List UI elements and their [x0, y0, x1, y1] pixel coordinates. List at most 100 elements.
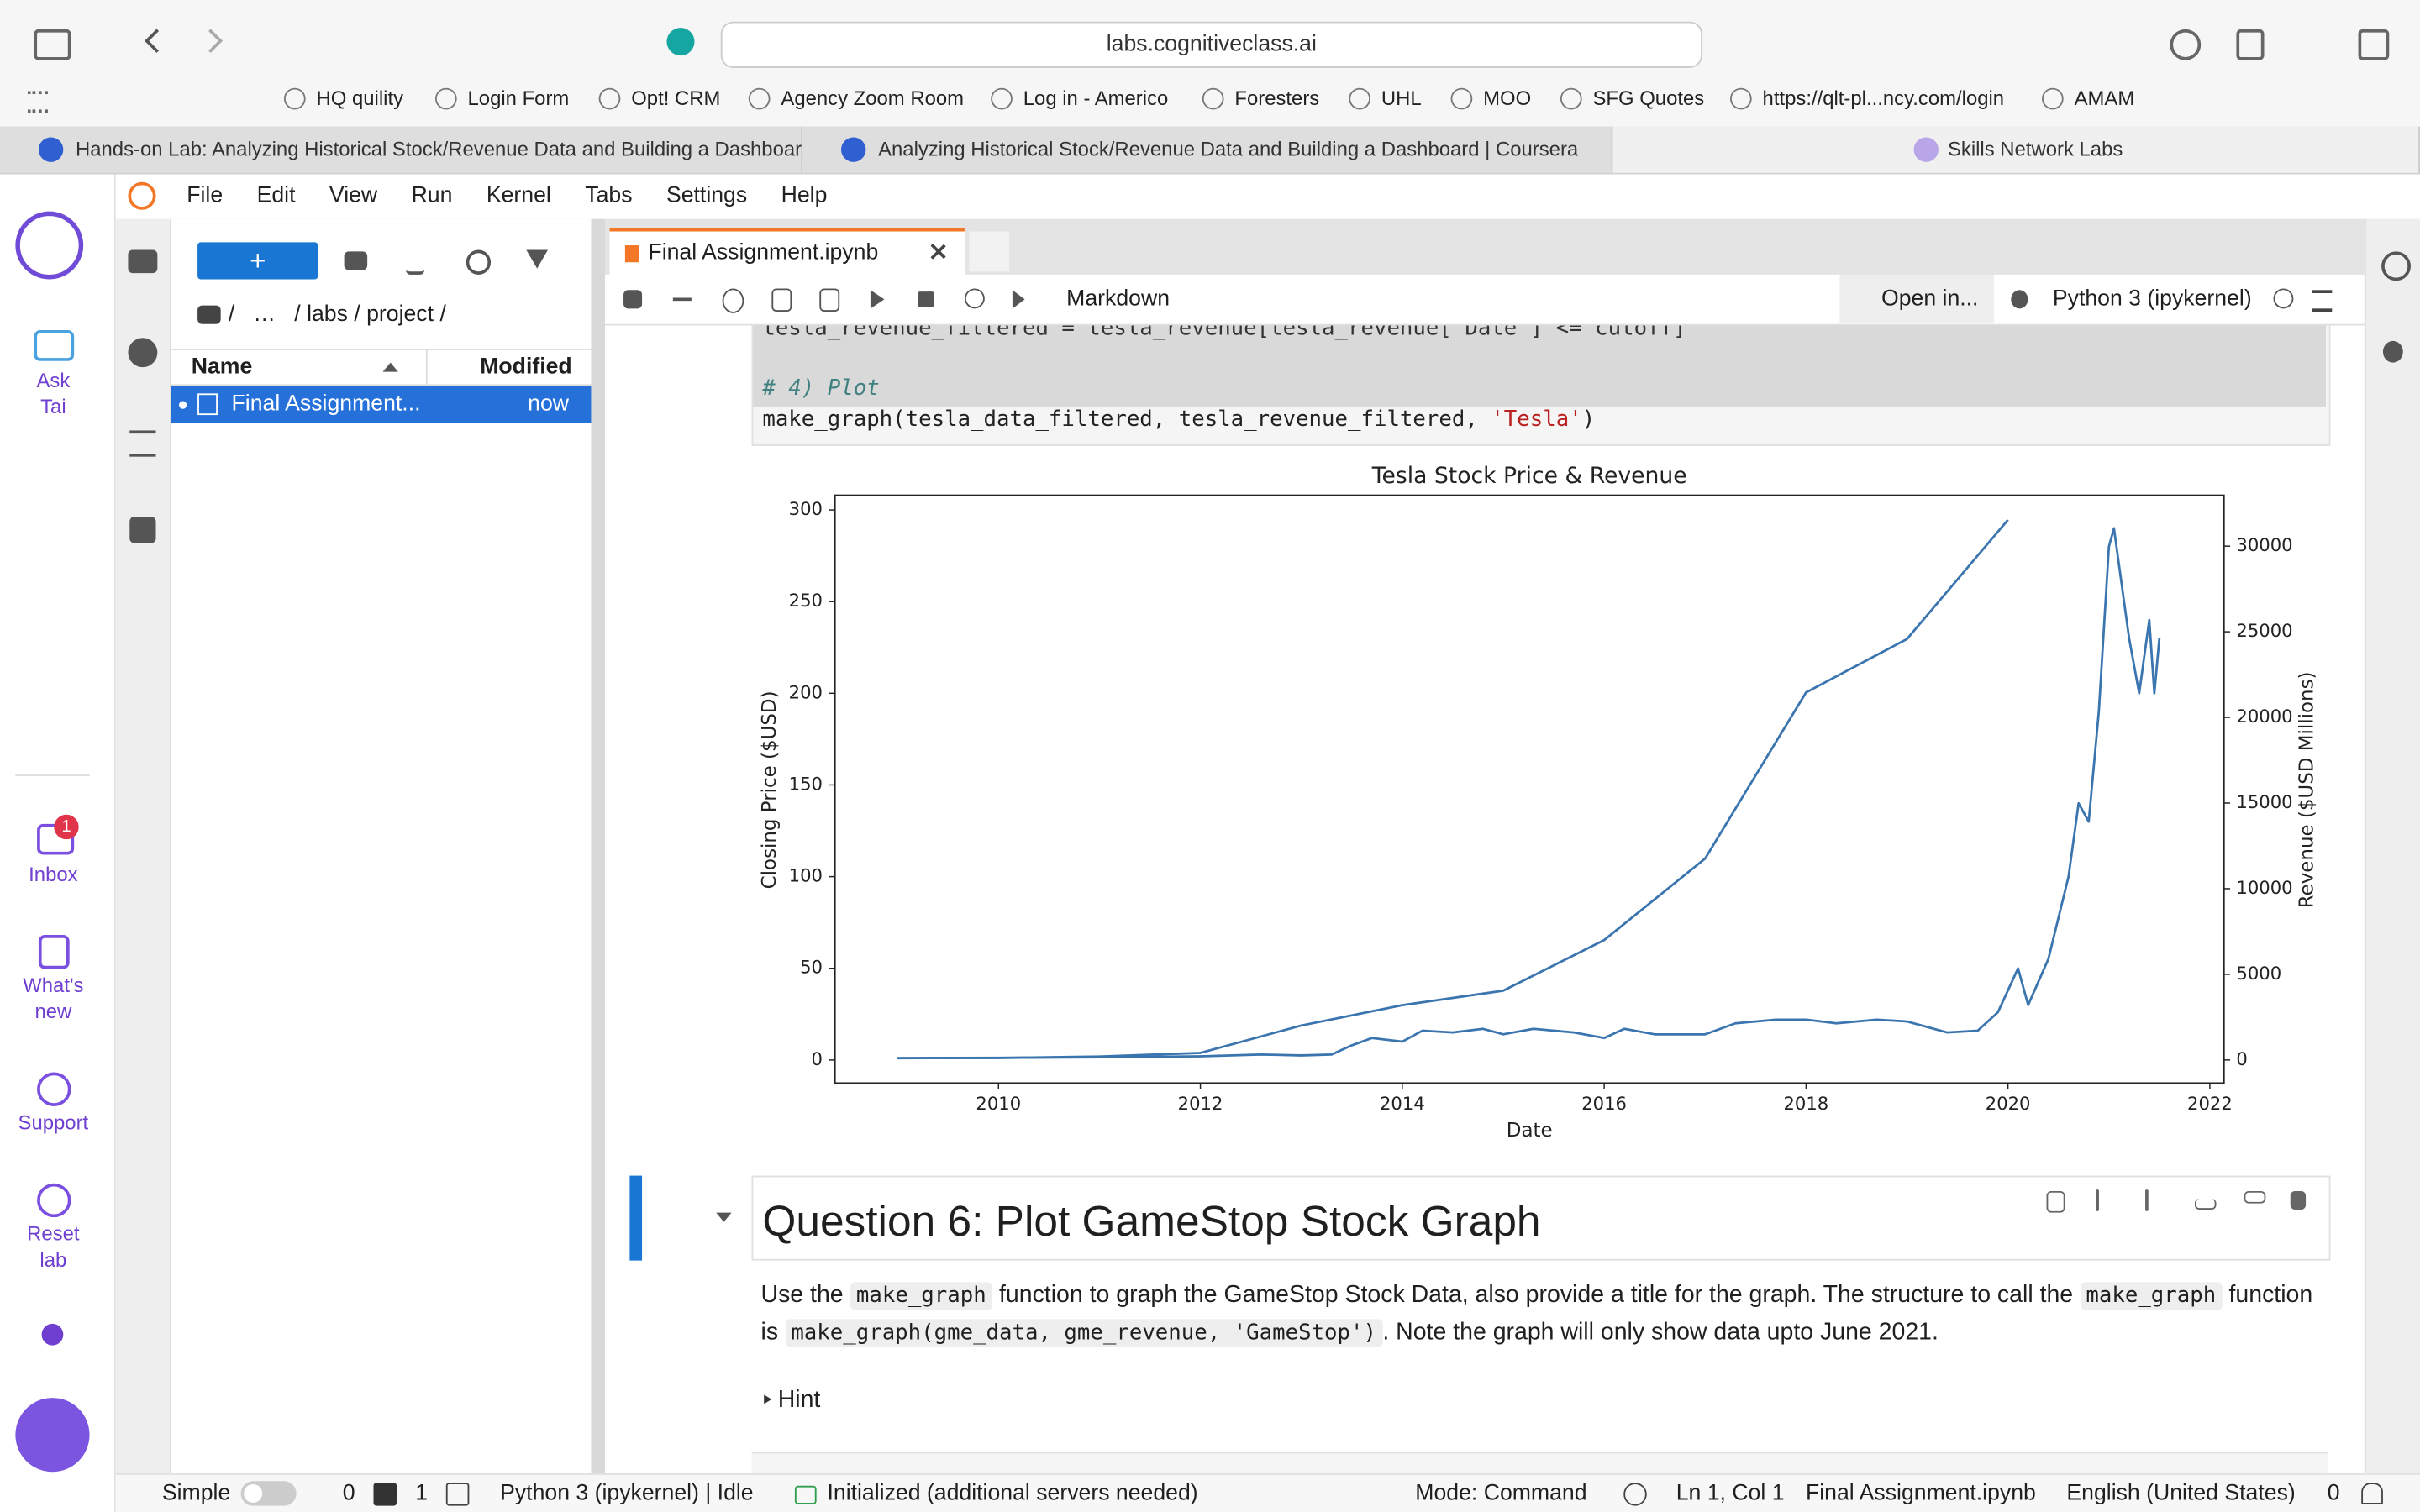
bookmark[interactable]: https://qlt-pl...ncy.com/login [1762, 86, 2005, 110]
grammarly-icon[interactable] [666, 28, 695, 56]
interrupt-button[interactable] [918, 291, 934, 307]
apps-grid[interactable] [28, 91, 48, 113]
bookmark-icon [1729, 87, 1752, 110]
filter-button[interactable] [526, 249, 549, 269]
bookmark[interactable]: HQ quility [316, 86, 404, 110]
lsp-status[interactable]: Initialized (additional servers needed) [827, 1481, 1198, 1506]
terminal-count[interactable]: 0 [342, 1481, 355, 1506]
insert-below[interactable] [2244, 1190, 2266, 1204]
running-tab[interactable] [128, 338, 158, 368]
x-tick-label: 2010 [976, 1093, 1021, 1114]
bookmark[interactable]: Agency Zoom Room [781, 86, 965, 110]
kernel-status[interactable]: Python 3 (ipykernel) | Idle [500, 1481, 754, 1506]
notification-bell[interactable] [2361, 1483, 2383, 1504]
share-button[interactable] [2236, 29, 2265, 60]
x-tick-label: 2014 [1380, 1093, 1425, 1114]
reset-icon[interactable] [37, 1183, 71, 1218]
hint-summary[interactable]: Hint [777, 1387, 821, 1414]
paste-button[interactable] [819, 288, 840, 312]
modified-header[interactable]: Modified [480, 354, 572, 380]
support-label[interactable]: Support [18, 1110, 89, 1135]
restart-run-all-button[interactable] [1012, 290, 1025, 309]
cut-button[interactable] [722, 288, 744, 313]
open-in-button[interactable]: Open in... [1839, 274, 1995, 323]
tab-title: Analyzing Historical Stock/Revenue Data … [878, 137, 1579, 161]
bookmark[interactable]: Login Form [467, 86, 570, 110]
insert-above[interactable] [2194, 1199, 2217, 1210]
url: labs.cognitiveclass.ai [1106, 32, 1317, 57]
sidebar-toggle[interactable] [34, 29, 71, 60]
whats-new-label[interactable]: What's new [23, 973, 84, 1023]
name-header[interactable]: Name [191, 354, 253, 380]
move-down[interactable] [2145, 1189, 2149, 1211]
toc-tab[interactable] [129, 430, 156, 457]
whats-new-icon[interactable] [38, 935, 70, 969]
debugger-tab[interactable] [2382, 340, 2403, 363]
insert-button[interactable] [672, 297, 692, 302]
bookmark[interactable]: Log in - Americo [1023, 86, 1169, 110]
settings-tab[interactable] [2381, 251, 2411, 281]
tabs-overview-button[interactable] [2358, 29, 2390, 60]
extensions-tab[interactable] [129, 517, 156, 543]
bookmark[interactable]: MOO [1483, 86, 1532, 110]
kernel-name[interactable]: Python 3 (ipykernel) [2052, 286, 2252, 312]
support-icon[interactable] [37, 1072, 71, 1106]
bookmark[interactable]: AMAM [2074, 86, 2135, 110]
notification-count[interactable]: 0 [2327, 1481, 2340, 1506]
browser-tab[interactable]: Hands-on Lab: Analyzing Historical Stock… [0, 126, 818, 173]
bookmark[interactable]: SFG Quotes [1592, 86, 1705, 110]
bookmark[interactable]: Opt! CRM [631, 86, 721, 110]
files-tab[interactable] [128, 249, 158, 274]
copy-button[interactable] [771, 288, 792, 312]
theme-toggle[interactable] [41, 1323, 64, 1346]
delete-cell[interactable] [2290, 1190, 2307, 1210]
collapse-heading[interactable] [716, 1212, 732, 1222]
cell-type-select[interactable]: Markdown [1066, 286, 1171, 312]
menu-item[interactable]: Tabs [585, 183, 633, 208]
address-bar[interactable]: labs.cognitiveclass.ai [720, 21, 1702, 68]
menu-item[interactable]: Settings [666, 183, 748, 208]
simple-mode-toggle[interactable] [240, 1481, 297, 1506]
new-tab-button[interactable] [969, 231, 1010, 272]
breadcrumbs[interactable]: / … / labs / project / [228, 302, 446, 328]
bookmark[interactable]: Foresters [1234, 86, 1320, 110]
browser-tab[interactable]: Analyzing Historical Stock/Revenue Data … [802, 126, 1613, 173]
move-up[interactable] [2096, 1189, 2099, 1211]
menu-item[interactable]: Kernel [486, 183, 551, 208]
bookmark[interactable]: UHL [1381, 86, 1422, 110]
notebook-tab[interactable]: Final Assignment.ipynb [609, 228, 965, 275]
browser-tab[interactable]: Skills Network Labs [1612, 126, 2420, 173]
menu-item[interactable]: Run [411, 183, 453, 208]
language[interactable]: English (United States) [2066, 1481, 2296, 1506]
menu-item[interactable]: Edit [256, 183, 296, 208]
user-avatar[interactable] [15, 1398, 90, 1473]
y2-tick-label: 0 [2236, 1048, 2247, 1069]
menu-item[interactable]: Help [781, 183, 828, 208]
property-inspector[interactable] [2312, 290, 2333, 312]
debugger-button[interactable] [2011, 290, 2028, 309]
trust-icon[interactable] [1623, 1483, 1647, 1506]
downloads-button[interactable] [2170, 29, 2202, 60]
restart-button[interactable] [964, 288, 985, 309]
ask-label[interactable]: Ask Tai [36, 368, 71, 418]
menu-item[interactable]: File [187, 183, 224, 208]
save-button[interactable] [623, 290, 643, 309]
new-folder-button[interactable] [344, 251, 368, 270]
new-launcher-button[interactable]: + [197, 242, 318, 280]
cursor-position[interactable]: Ln 1, Col 1 [1676, 1481, 1785, 1506]
duplicate-cell[interactable] [2046, 1190, 2065, 1213]
app-logo[interactable] [15, 211, 84, 280]
bookmark-icon [598, 87, 621, 110]
upload-button[interactable] [406, 250, 425, 275]
kernel-count[interactable]: 1 [415, 1481, 428, 1506]
file-row[interactable]: Final Assignment... now [171, 386, 592, 423]
menu-item[interactable]: View [329, 183, 378, 208]
tab-icon [624, 245, 639, 263]
ask-icon[interactable] [34, 330, 75, 361]
y-tick-label: 100 [789, 865, 823, 886]
run-button[interactable] [870, 290, 885, 309]
reset-label[interactable]: Reset lab [27, 1221, 80, 1272]
inbox-label[interactable]: Inbox [29, 862, 78, 886]
refresh-button[interactable] [466, 249, 492, 275]
hint-toggle[interactable] [764, 1394, 772, 1404]
